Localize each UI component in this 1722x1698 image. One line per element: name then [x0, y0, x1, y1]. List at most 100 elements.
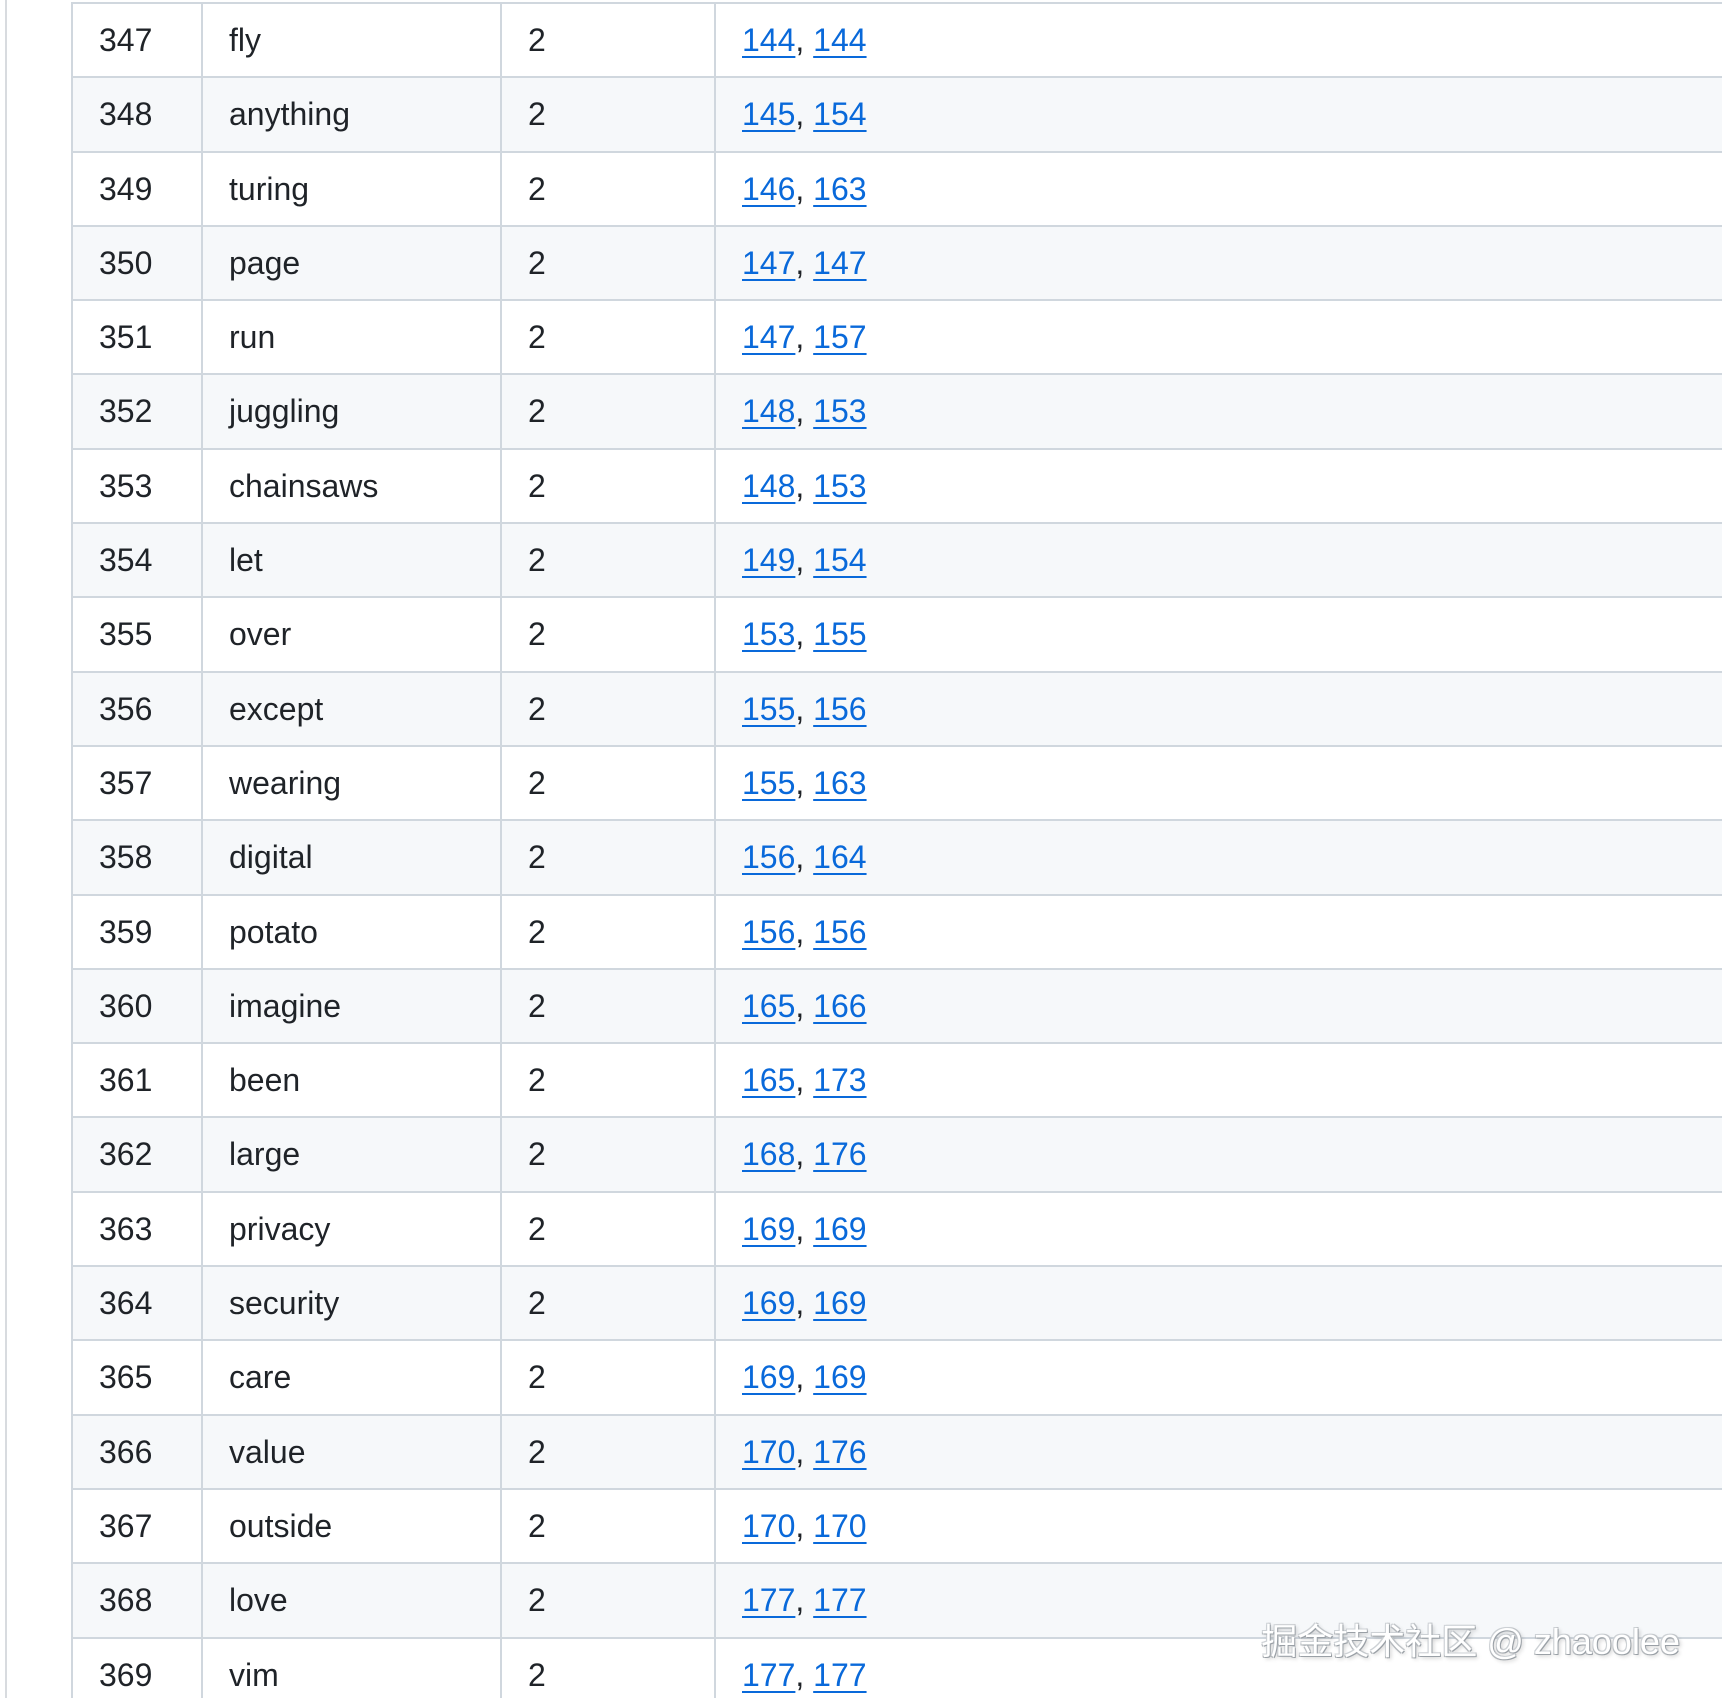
page-separator: ,	[795, 96, 814, 133]
page-link[interactable]: 176	[813, 1433, 867, 1470]
page-link[interactable]: 177	[813, 1582, 867, 1619]
table-row: 360 imagine 2 165, 166	[71, 967, 1722, 1045]
table-row: 364 security 2 169, 169	[71, 1265, 1722, 1342]
pages-cell: 156, 164	[714, 819, 1722, 896]
word-cell: digital	[201, 819, 502, 896]
page-link[interactable]: 156	[742, 839, 796, 876]
page-link[interactable]: 149	[742, 542, 796, 579]
page-link[interactable]: 153	[813, 467, 867, 504]
page-link[interactable]: 165	[742, 1062, 796, 1099]
page-link[interactable]: 173	[813, 1062, 867, 1099]
word-cell: potato	[201, 893, 502, 970]
page-link[interactable]: 177	[742, 1582, 796, 1619]
page-link[interactable]: 170	[813, 1507, 867, 1544]
table-row: 358 digital 2 156, 164	[71, 819, 1722, 896]
word-cell: vim	[201, 1636, 502, 1698]
page-link[interactable]: 155	[813, 616, 867, 653]
page-link[interactable]: 156	[813, 913, 867, 950]
page-link[interactable]: 144	[813, 22, 867, 58]
page-link[interactable]: 163	[813, 764, 867, 801]
count-cell: 2	[500, 893, 716, 970]
table-row: 363 privacy 2 169, 169	[71, 1190, 1722, 1268]
page-link[interactable]: 169	[742, 1210, 796, 1247]
rank-cell: 350	[71, 224, 203, 302]
page-separator: ,	[795, 616, 814, 653]
pages-cell: 146, 163	[714, 150, 1722, 227]
page-link[interactable]: 147	[813, 244, 867, 281]
page-separator: ,	[795, 22, 814, 58]
left-edge-line	[5, 0, 7, 1698]
page-separator: ,	[795, 1062, 814, 1099]
page-link[interactable]: 168	[742, 1136, 796, 1173]
count-cell: 2	[500, 1339, 716, 1416]
page-link[interactable]: 144	[742, 22, 796, 58]
page-link[interactable]: 146	[742, 170, 796, 207]
page-separator: ,	[795, 393, 814, 430]
count-cell: 2	[500, 1265, 716, 1342]
table-row: 349 turing 2 146, 163	[71, 150, 1722, 227]
page-separator: ,	[795, 244, 814, 281]
page-link[interactable]: 154	[813, 542, 867, 579]
word-cell: outside	[201, 1487, 502, 1565]
page-link[interactable]: 153	[813, 393, 867, 430]
count-cell: 2	[500, 1042, 716, 1119]
page-link[interactable]: 155	[742, 690, 796, 727]
page-link[interactable]: 154	[813, 96, 867, 133]
page-link[interactable]: 157	[813, 319, 867, 356]
table-row: 351 run 2 147, 157	[71, 299, 1722, 376]
pages-cell: 149, 154	[714, 522, 1722, 599]
table-row: 348 anything 2 145, 154	[71, 76, 1722, 153]
page-link[interactable]: 170	[742, 1507, 796, 1544]
rank-cell: 347	[71, 2, 203, 79]
word-cell: juggling	[201, 373, 502, 450]
page-link[interactable]: 166	[813, 987, 867, 1024]
page-link[interactable]: 148	[742, 393, 796, 430]
table-row: 365 care 2 169, 169	[71, 1339, 1722, 1416]
word-cell: value	[201, 1413, 502, 1490]
table-row: 347 fly 2 144, 144	[71, 2, 1722, 79]
word-cell: security	[201, 1265, 502, 1342]
page-link[interactable]: 165	[742, 987, 796, 1024]
page-link[interactable]: 169	[813, 1210, 867, 1247]
page-link[interactable]: 156	[742, 913, 796, 950]
page-link[interactable]: 177	[813, 1656, 867, 1693]
pages-cell: 168, 176	[714, 1116, 1722, 1193]
page-link[interactable]: 169	[813, 1285, 867, 1322]
page-link[interactable]: 177	[742, 1656, 796, 1693]
page-link[interactable]: 169	[813, 1359, 867, 1396]
page-link[interactable]: 155	[742, 764, 796, 801]
word-cell: let	[201, 522, 502, 599]
page-separator: ,	[795, 1433, 814, 1470]
page-link[interactable]: 170	[742, 1433, 796, 1470]
table-row: 366 value 2 170, 176	[71, 1413, 1722, 1490]
table-row: 354 let 2 149, 154	[71, 522, 1722, 599]
page-link[interactable]: 147	[742, 319, 796, 356]
count-cell: 2	[500, 596, 716, 673]
pages-cell: 165, 166	[714, 967, 1722, 1045]
word-cell: run	[201, 299, 502, 376]
rank-cell: 363	[71, 1190, 203, 1268]
page-link[interactable]: 147	[742, 244, 796, 281]
page-link[interactable]: 148	[742, 467, 796, 504]
page-link[interactable]: 153	[742, 616, 796, 653]
page-link[interactable]: 163	[813, 170, 867, 207]
rank-cell: 366	[71, 1413, 203, 1490]
pages-cell: 169, 169	[714, 1265, 1722, 1342]
rank-cell: 367	[71, 1487, 203, 1565]
page-link[interactable]: 156	[813, 690, 867, 727]
count-cell: 2	[500, 1116, 716, 1193]
rank-cell: 348	[71, 76, 203, 153]
page-link[interactable]: 145	[742, 96, 796, 133]
table-row: 362 large 2 168, 176	[71, 1116, 1722, 1193]
page-link[interactable]: 169	[742, 1285, 796, 1322]
page-link[interactable]: 176	[813, 1136, 867, 1173]
page-link[interactable]: 164	[813, 839, 867, 876]
rank-cell: 351	[71, 299, 203, 376]
page-link[interactable]: 169	[742, 1359, 796, 1396]
word-table-body: 347 fly 2 144, 144 348 anything 2 145, 154 349 tu…	[71, 2, 1722, 1698]
rank-cell: 355	[71, 596, 203, 673]
page-separator: ,	[795, 690, 814, 727]
page-separator: ,	[795, 1507, 814, 1544]
rank-cell: 365	[71, 1339, 203, 1416]
count-cell: 2	[500, 373, 716, 450]
